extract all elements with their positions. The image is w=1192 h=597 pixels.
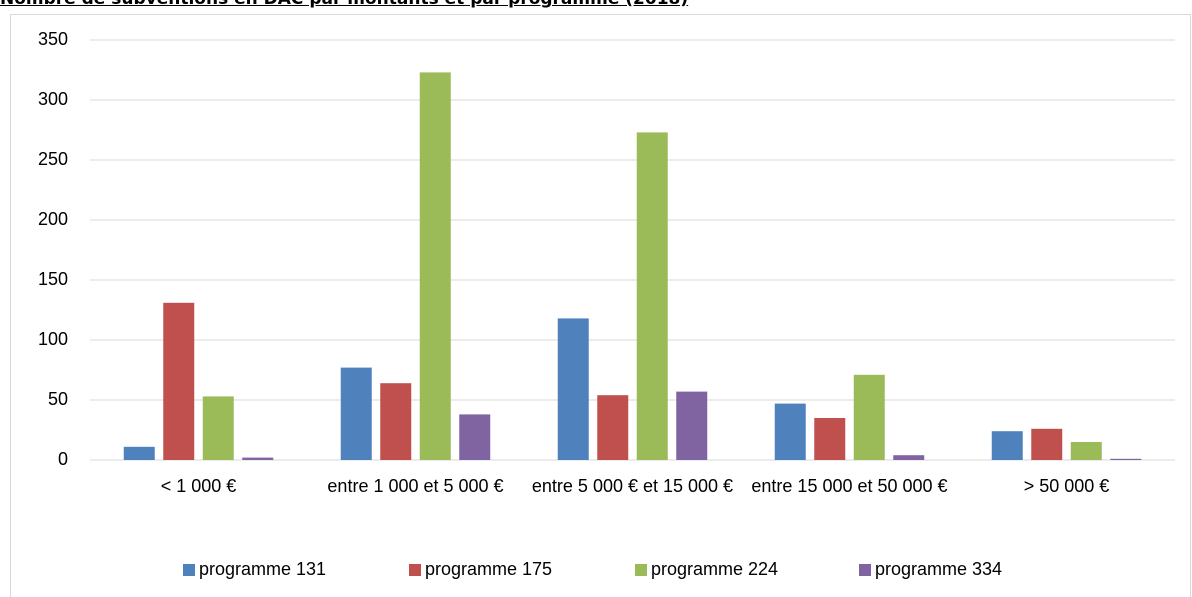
y-tick-label: 50 [48,389,68,409]
x-tick-label: entre 15 000 et 50 000 € [751,476,948,496]
bar [1110,458,1142,460]
bar [597,395,629,460]
y-tick-label: 100 [38,329,68,349]
bar [814,418,846,460]
x-tick-label: < 1 000 € [160,476,237,496]
x-tick-label: entre 1 000 et 5 000 € [327,476,504,496]
legend-label: programme 175 [425,559,552,579]
y-tick-label: 200 [38,209,68,229]
bar [557,318,589,460]
bar [419,72,451,461]
x-tick-label: > 50 000 € [1023,476,1110,496]
legend-label: programme 334 [875,559,1002,579]
legend-swatch [183,564,195,576]
bar [991,431,1023,460]
y-tick-label: 250 [38,149,68,169]
legend-swatch [859,564,871,576]
bar [676,391,708,460]
bar [853,374,885,460]
chart-border [10,14,1191,597]
y-tick-label: 150 [38,269,68,289]
x-tick-label: entre 5 000 € et 15 000 € [531,476,734,496]
legend-swatch [635,564,647,576]
y-tick-label: 350 [38,29,68,49]
y-tick-label: 0 [58,449,68,469]
bar [340,367,372,460]
legend-label: programme 131 [199,559,326,579]
bar [202,396,234,460]
bar [774,403,806,460]
bar [459,414,491,460]
y-tick-label: 300 [38,89,68,109]
bar [123,446,155,460]
bar [893,455,925,460]
legend-swatch [409,564,421,576]
legend-label: programme 224 [651,559,778,579]
bar [636,132,668,460]
bar [1031,428,1063,460]
chart-title: Nombre de subventions en DAC par montant… [0,0,688,9]
bar [242,457,274,460]
bar [163,302,195,460]
bar [1070,442,1102,460]
bar [380,383,412,460]
